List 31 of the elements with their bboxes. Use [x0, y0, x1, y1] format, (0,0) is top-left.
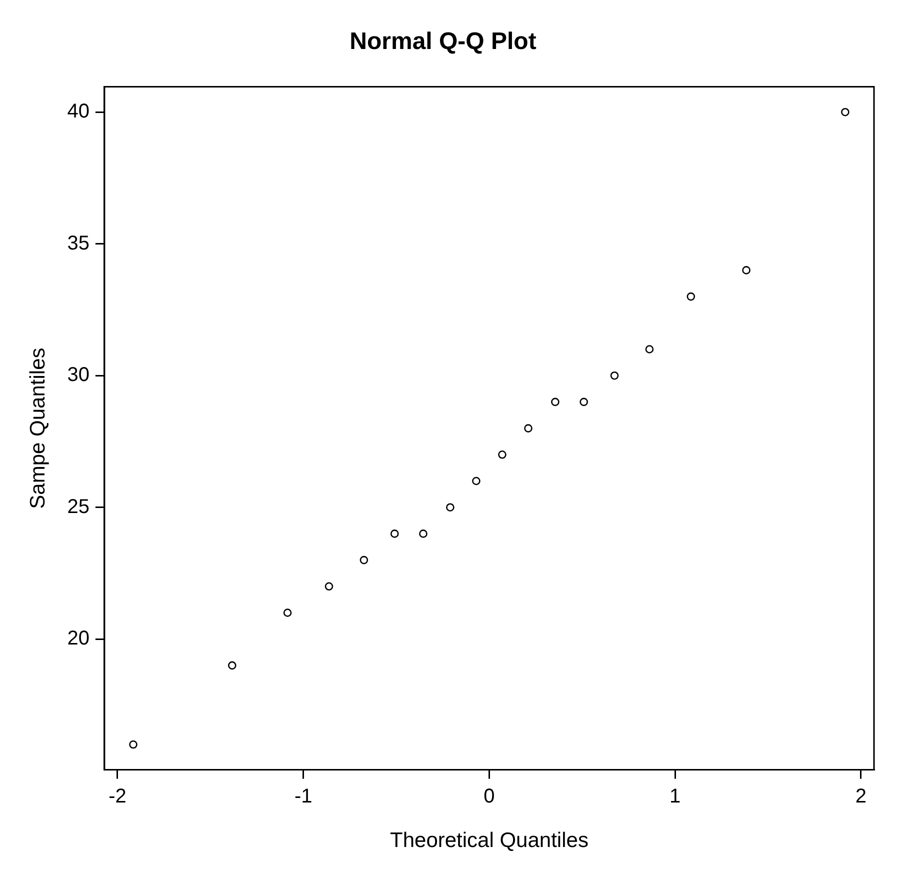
point — [551, 398, 560, 406]
point — [841, 108, 850, 116]
point — [390, 530, 399, 538]
y-tick-label: 20 — [67, 628, 90, 650]
point — [610, 371, 619, 380]
point — [742, 266, 750, 274]
y-tick-label: 25 — [67, 496, 90, 518]
x-tick-label: 2 — [855, 785, 867, 808]
y-tick-label: 35 — [67, 232, 90, 254]
point — [524, 424, 532, 432]
point — [446, 503, 454, 512]
point — [686, 292, 696, 301]
point — [498, 450, 506, 459]
point — [324, 582, 334, 591]
point — [228, 661, 236, 670]
point — [283, 608, 292, 617]
point — [129, 740, 138, 749]
chart-title: Normal Q-Q Plot — [350, 28, 536, 56]
x-tick-label: 0 — [484, 785, 495, 808]
x-tick-label: 1 — [670, 785, 681, 808]
y-axis-title: Sampe Quantiles — [26, 348, 50, 509]
point — [580, 398, 588, 406]
point — [360, 556, 368, 564]
y-tick-label: 40 — [67, 100, 90, 123]
x-axis-title: Theoretical Quantiles — [390, 829, 588, 852]
point — [419, 530, 428, 538]
x-tick-label: -1 — [294, 785, 312, 808]
point — [472, 476, 480, 486]
point — [645, 345, 654, 354]
y-tick-label: 30 — [67, 364, 90, 386]
x-tick-label: -2 — [108, 785, 126, 808]
